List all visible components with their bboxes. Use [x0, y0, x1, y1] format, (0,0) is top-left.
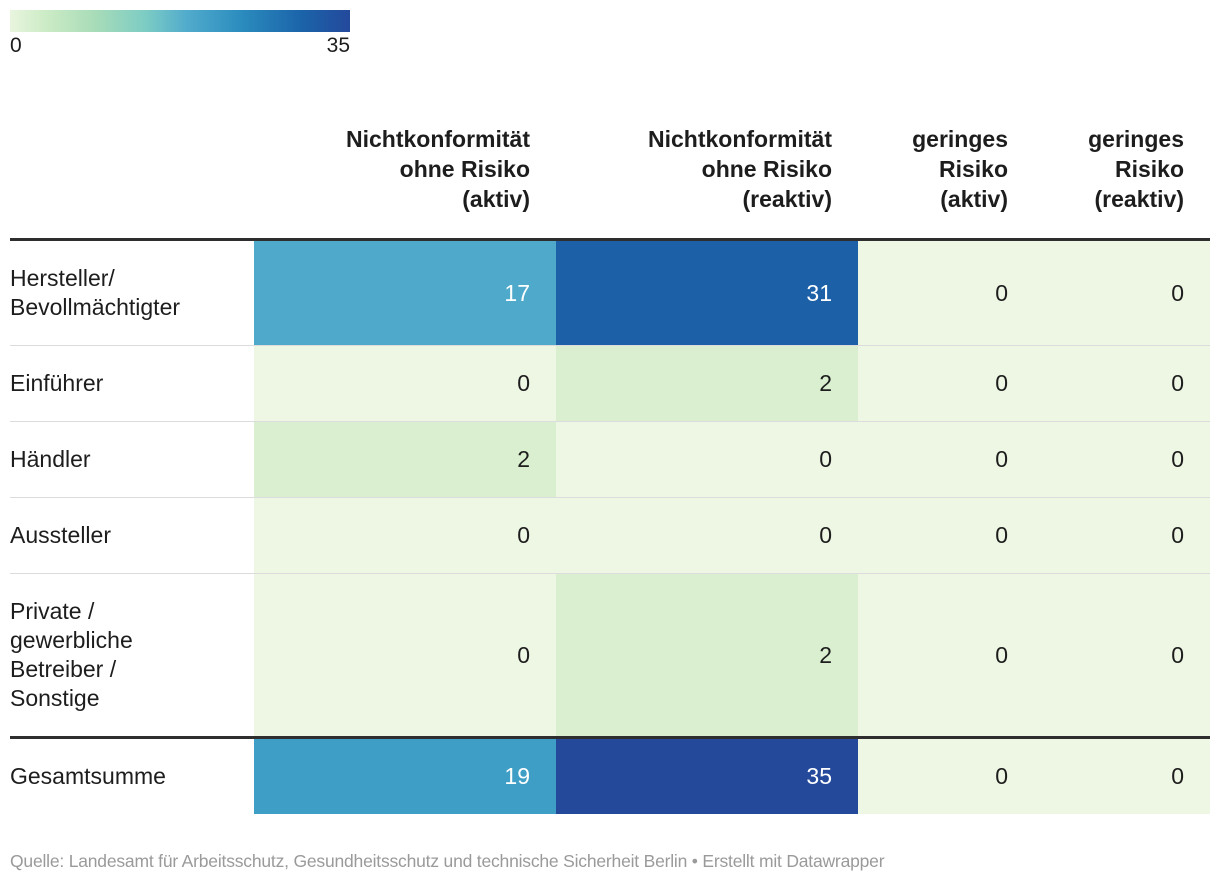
heatmap-cell: 0 — [1034, 739, 1210, 814]
legend-min-label: 0 — [10, 34, 22, 57]
heatmap-cell: 0 — [858, 498, 1034, 573]
color-gradient-bar — [10, 10, 350, 32]
heatmap-cell: 0 — [556, 498, 858, 573]
row-label: Händler — [10, 446, 91, 472]
table-row-total: Gesamtsumme 19 35 0 0 — [10, 736, 1210, 814]
table-row: Hersteller/ Bevollmächtigter 17 31 0 0 — [10, 241, 1210, 345]
table-body: Hersteller/ Bevollmächtigter 17 31 0 0 Einfüh… — [10, 241, 1210, 814]
color-legend: 0 35 — [10, 0, 350, 60]
table-row: Einführer 0 2 0 0 — [10, 345, 1210, 421]
heatmap-cell: 0 — [858, 346, 1034, 421]
column-header: Nichtkonformität ohne Risiko (reaktiv) — [648, 126, 832, 212]
heatmap-cell: 0 — [254, 574, 556, 736]
heatmap-cell: 0 — [1034, 241, 1210, 345]
table-row: Händler 2 0 0 0 — [10, 421, 1210, 497]
heatmap-cell: 19 — [254, 739, 556, 814]
heatmap-cell: 0 — [858, 422, 1034, 497]
legend-labels: 0 35 — [10, 32, 350, 60]
column-header: Nichtkonformität ohne Risiko (aktiv) — [346, 126, 530, 212]
heatmap-cell: 0 — [254, 498, 556, 573]
column-header-row: Nichtkonformität ohne Risiko (aktiv) Nich… — [10, 124, 1210, 241]
heatmap-cell: 0 — [1034, 422, 1210, 497]
table-row: Private / gewerbliche Betreiber / Sonsti… — [10, 573, 1210, 736]
heatmap-cell: 0 — [254, 346, 556, 421]
legend-max-label: 35 — [326, 34, 350, 57]
heatmap-cell: 0 — [556, 422, 858, 497]
column-header: geringes Risiko (reaktiv) — [1088, 126, 1184, 212]
heatmap-cell: 35 — [556, 739, 858, 814]
source-attribution: Quelle: Landesamt für Arbeitsschutz, Ges… — [10, 851, 885, 871]
heatmap-cell: 0 — [1034, 574, 1210, 736]
heatmap-cell: 0 — [858, 574, 1034, 736]
row-label: Hersteller/ Bevollmächtigter — [10, 265, 181, 320]
row-label: Einführer — [10, 370, 104, 396]
heatmap-cell: 2 — [556, 346, 858, 421]
heatmap-cell: 17 — [254, 241, 556, 345]
column-header: geringes Risiko (aktiv) — [912, 126, 1008, 212]
table-row: Aussteller 0 0 0 0 — [10, 497, 1210, 573]
heatmap-cell: 0 — [1034, 346, 1210, 421]
heatmap-cell: 2 — [556, 574, 858, 736]
heatmap-cell: 0 — [1034, 498, 1210, 573]
heatmap-cell: 0 — [858, 739, 1034, 814]
heatmap-cell: 2 — [254, 422, 556, 497]
row-label: Private / gewerbliche Betreiber / Sonsti… — [10, 598, 133, 711]
row-label: Gesamtsumme — [10, 763, 166, 789]
row-label-column-spacer — [10, 214, 254, 238]
heatmap-table-chart: 0 35 Nichtkonformität ohne Risiko (aktiv… — [10, 0, 1210, 872]
heatmap-cell: 0 — [858, 241, 1034, 345]
row-label: Aussteller — [10, 522, 111, 548]
heatmap-cell: 31 — [556, 241, 858, 345]
